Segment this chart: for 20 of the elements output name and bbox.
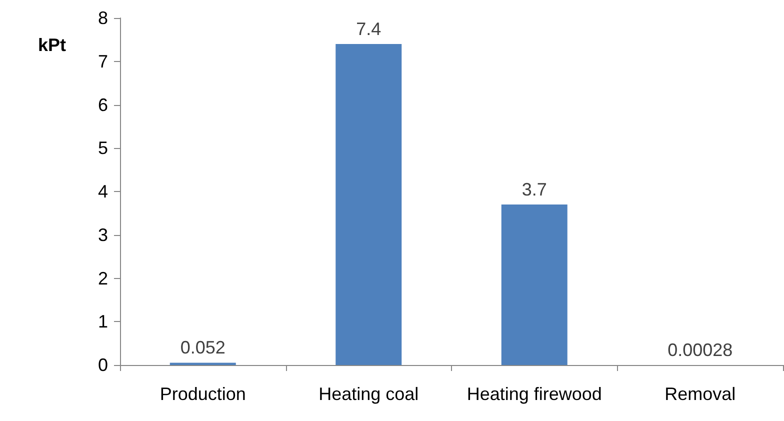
data-label: 0.00028 [668, 340, 733, 360]
data-label: 7.4 [356, 19, 382, 40]
bar [336, 44, 402, 365]
y-tick-label: 2 [98, 268, 108, 288]
y-tick-label: 0 [98, 355, 108, 375]
data-label: 0.052 [180, 338, 226, 358]
y-axis-title: kPt [38, 35, 66, 55]
y-tick-label: 4 [98, 182, 108, 202]
x-tick-label: Heating firewood [466, 384, 602, 404]
bar [501, 204, 568, 365]
y-tick-label: 8 [98, 8, 108, 28]
x-tick-label: Removal [664, 384, 736, 404]
y-tick-label: 5 [98, 138, 108, 158]
x-tick-label: Production [160, 384, 246, 404]
y-tick-label: 7 [98, 51, 108, 72]
y-tick-label: 6 [98, 94, 108, 115]
y-tick-label: 3 [98, 224, 108, 245]
y-tick-label: 1 [98, 312, 108, 332]
data-label: 3.7 [522, 180, 547, 200]
x-tick-label: Heating coal [318, 384, 419, 404]
